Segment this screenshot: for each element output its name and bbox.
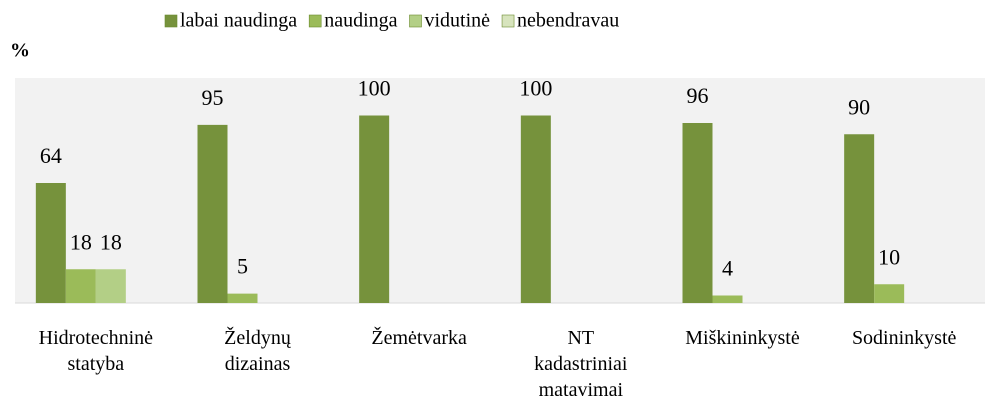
legend-label: nebendravau [517, 10, 619, 32]
bar [95, 269, 126, 303]
x-tick-label: NT kadastriniai matavimai [534, 327, 628, 401]
bar [682, 123, 713, 303]
data-label: 100 [358, 76, 391, 101]
legend-swatch [308, 14, 322, 28]
bar [227, 293, 258, 303]
x-tick-label: Želdynų dizainas [224, 326, 292, 375]
legend-swatch [501, 14, 515, 28]
legend-label: labai naudinga [180, 10, 297, 32]
x-tick-label: Žemėtvarka [371, 326, 467, 349]
x-tick-label: Sodininkystė [852, 327, 957, 349]
bar [874, 284, 905, 303]
bar [844, 134, 875, 303]
data-label: 18 [70, 229, 92, 254]
data-label: 100 [519, 76, 552, 101]
legend-label: vidutinė [425, 10, 491, 32]
bar [65, 269, 96, 303]
x-tick-label: Miškininkystė [685, 327, 800, 349]
legend-swatch [164, 14, 178, 28]
data-label: 96 [687, 83, 709, 108]
bar [520, 115, 551, 303]
data-label: 4 [722, 256, 733, 281]
x-tick-label: Hidrotechninė statyba [39, 327, 154, 375]
plot-area [15, 78, 985, 303]
data-label: 90 [848, 94, 870, 119]
data-label: 95 [202, 85, 224, 110]
y-axis-label: % [10, 40, 30, 62]
bar [359, 115, 390, 303]
bar [197, 124, 228, 303]
data-label: 10 [878, 244, 900, 269]
data-label: 5 [237, 254, 248, 279]
data-label: 64 [40, 143, 62, 168]
bar [712, 295, 743, 303]
data-label: 18 [100, 229, 122, 254]
bar [35, 183, 66, 303]
legend-swatch [409, 14, 422, 28]
legend-label: naudinga [324, 10, 397, 32]
